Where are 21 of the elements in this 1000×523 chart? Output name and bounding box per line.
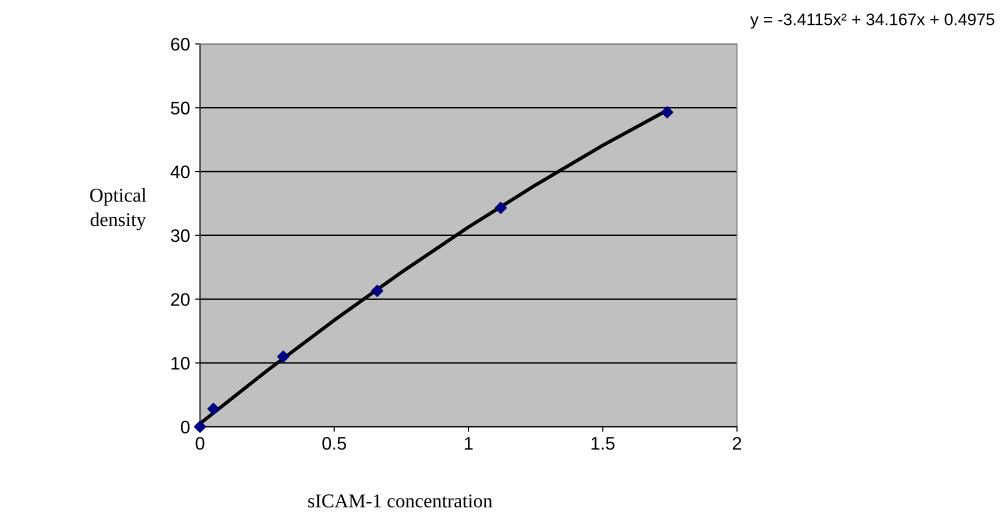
point <box>207 402 220 415</box>
y-tick-label: 10 <box>172 356 190 370</box>
y-tick-label: 30 <box>170 229 190 242</box>
y-axis-title: Optical density <box>90 188 146 230</box>
y-tick-label: 20 <box>171 293 190 306</box>
x-tick-label: 1.5 <box>592 437 615 450</box>
y-tick-label: 60 <box>171 38 190 51</box>
text: y = -3.4115x² + 34.167x + 0.4975 <box>750 14 994 29</box>
point <box>194 420 206 433</box>
x-tick-label: 0 <box>196 436 204 450</box>
y-tick-label: 40 <box>170 165 190 178</box>
point <box>494 202 507 214</box>
x-axis-title: sICAM-1 concentration <box>308 494 492 508</box>
point <box>277 350 290 363</box>
x-tick-label: 1 <box>464 437 473 450</box>
x-tick-label: 2 <box>732 436 742 450</box>
y-tick-label: 50 <box>170 102 190 114</box>
y-tick-label: 0 <box>180 420 190 434</box>
point <box>371 284 384 297</box>
x-tick-label: 0.5 <box>322 436 346 450</box>
point <box>661 106 674 118</box>
